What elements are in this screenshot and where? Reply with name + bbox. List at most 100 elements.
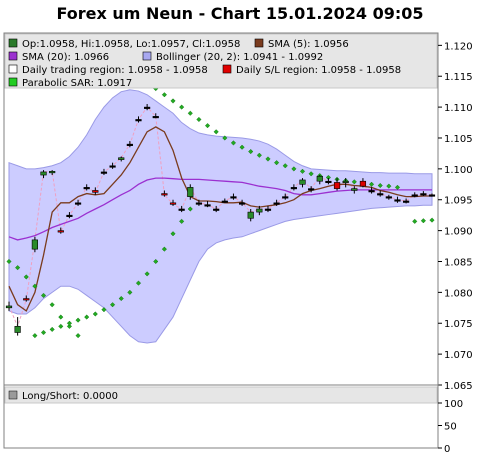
legend-swatch [8,38,18,48]
sar-dot [230,140,236,146]
legend-label: Op:1.0958, Hi:1.0958, Lo:1.0957, Cl:1.09… [22,39,240,50]
price-axis: 1.120 1.115 1.110 1.105 1.100 1.095 1.090 1.085… [438,41,473,392]
sar-dot [23,274,29,280]
candle-body [14,326,21,333]
candle-body [118,157,125,160]
legend-swatch [254,38,264,48]
candle-body [256,208,263,213]
legend-label: Parabolic SAR: 1.0917 [22,78,132,89]
sar-dot [187,206,193,212]
candle-body [144,106,151,109]
sar-dot [222,135,228,141]
candle-body [428,194,436,197]
candle-body [342,180,349,184]
long-short-legend-swatch [8,390,18,400]
candle-body [31,239,38,250]
price-tick-label: 1.120 [444,41,473,52]
sar-dot [92,311,98,317]
sar-dot [170,98,176,104]
sar-dot [256,152,262,158]
candle-body [23,298,30,301]
long-short-legend-label: Long/Short: 0.0000 [22,391,118,402]
candle-body [282,196,289,199]
sar-dot [386,183,392,189]
candle-body [221,200,228,203]
legend-swatch [8,77,18,87]
sar-dot [170,231,176,237]
price-tick-label: 1.115 [444,72,473,83]
candle-body [420,193,427,196]
price-tick-label: 1.090 [444,227,473,238]
legend-label: Daily S/L region: 1.0958 - 1.0958 [236,65,401,76]
candle-body [273,202,280,205]
candle-body [126,143,133,146]
sar-dot [239,144,245,150]
legend-label: Bollinger (20, 2): 1.0941 - 1.0992 [156,52,323,63]
candle-body [377,193,384,196]
long-short-panel: Long/Short: 0.0000 100 50 0 [3,384,463,455]
sar-dot [377,182,383,189]
sar-dot [15,265,21,271]
sar-dot [32,333,38,339]
sar-dot [6,258,12,265]
candle-body [411,194,418,197]
candle-body [109,165,116,168]
candle-body [74,202,82,205]
candle-body [169,202,177,205]
candle-body [368,190,375,193]
sar-dot [58,314,64,320]
sar-dot [66,320,72,326]
sar-dot [412,218,418,224]
candle-body [325,180,332,184]
sar-dot [205,123,211,129]
sar-dot [291,166,297,172]
sar-dot [153,258,159,265]
legend-swatch [8,64,18,74]
sar-dot [265,156,271,162]
candle-body [66,214,73,217]
price-tick-label: 1.100 [444,165,473,176]
sma20-line [8,177,432,241]
price-tick-label: 1.105 [444,134,473,145]
candle-body [238,202,246,205]
candle-body [204,204,211,207]
sar-dot [179,218,185,224]
sar-dot [429,217,435,223]
sar-dot [40,292,47,299]
sar-dot [66,323,72,329]
legend-swatch [222,64,232,74]
candle-body [5,305,13,309]
candle-body [161,193,168,196]
price-tick-label: 1.110 [444,103,473,114]
candle-body [152,116,159,119]
candle-body [100,171,108,174]
candle-body [247,211,254,219]
candle-body [230,196,237,199]
sar-dot [248,149,254,155]
candle-body [403,200,410,203]
sar-dot [84,314,90,320]
sar-dot [58,323,64,329]
legend-label: Daily trading region: 1.0958 - 1.0958 [22,65,208,76]
legend-box [4,33,438,89]
sar-dot [299,168,306,174]
price-tick-label: 1.065 [444,381,473,392]
candle-body [40,171,47,176]
sar-dot [351,179,357,185]
sar-dot [144,271,150,277]
sub-legend-box [4,386,438,404]
candle-body [213,208,220,211]
sar-dot [161,92,167,98]
sar-dot [325,174,331,181]
price-tick-label: 1.080 [444,288,473,299]
sar-dot [420,218,426,224]
candle-body [385,196,392,199]
candle-body [92,190,99,193]
legend: Op:1.0958, Hi:1.0958, Lo:1.0957, Cl:1.09… [8,38,401,89]
legend-swatch [142,51,152,61]
candle-body [394,199,401,202]
sar-dot [127,289,133,295]
sar-dot [179,104,185,110]
long-short-tick-label: 50 [444,422,457,433]
long-short-axis: 100 50 0 [438,399,463,455]
